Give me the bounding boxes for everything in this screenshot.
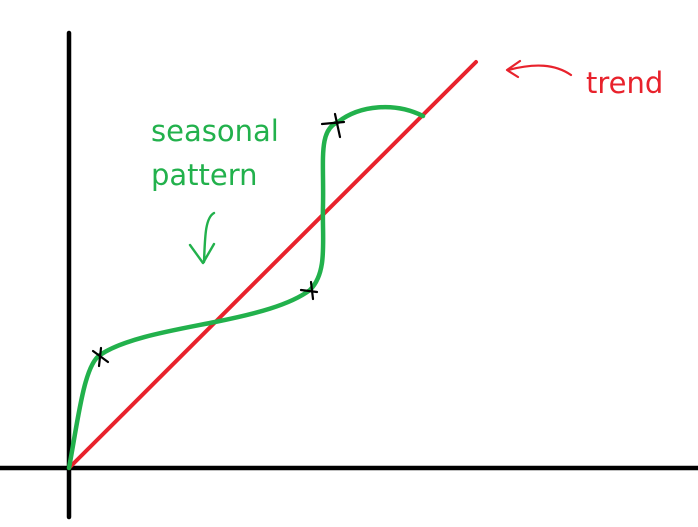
x-mark-icon (299, 280, 319, 301)
curved-arrow-down-icon (188, 211, 216, 265)
seasonal-label-line1: seasonal (151, 114, 279, 148)
trend-label: trend (586, 66, 663, 100)
trend-line (67, 60, 478, 470)
curved-arrow-left-icon (505, 59, 573, 79)
seasonal-label-line2: pattern (151, 158, 258, 192)
x-mark-icon (320, 112, 346, 139)
x-mark-icon (91, 346, 110, 368)
